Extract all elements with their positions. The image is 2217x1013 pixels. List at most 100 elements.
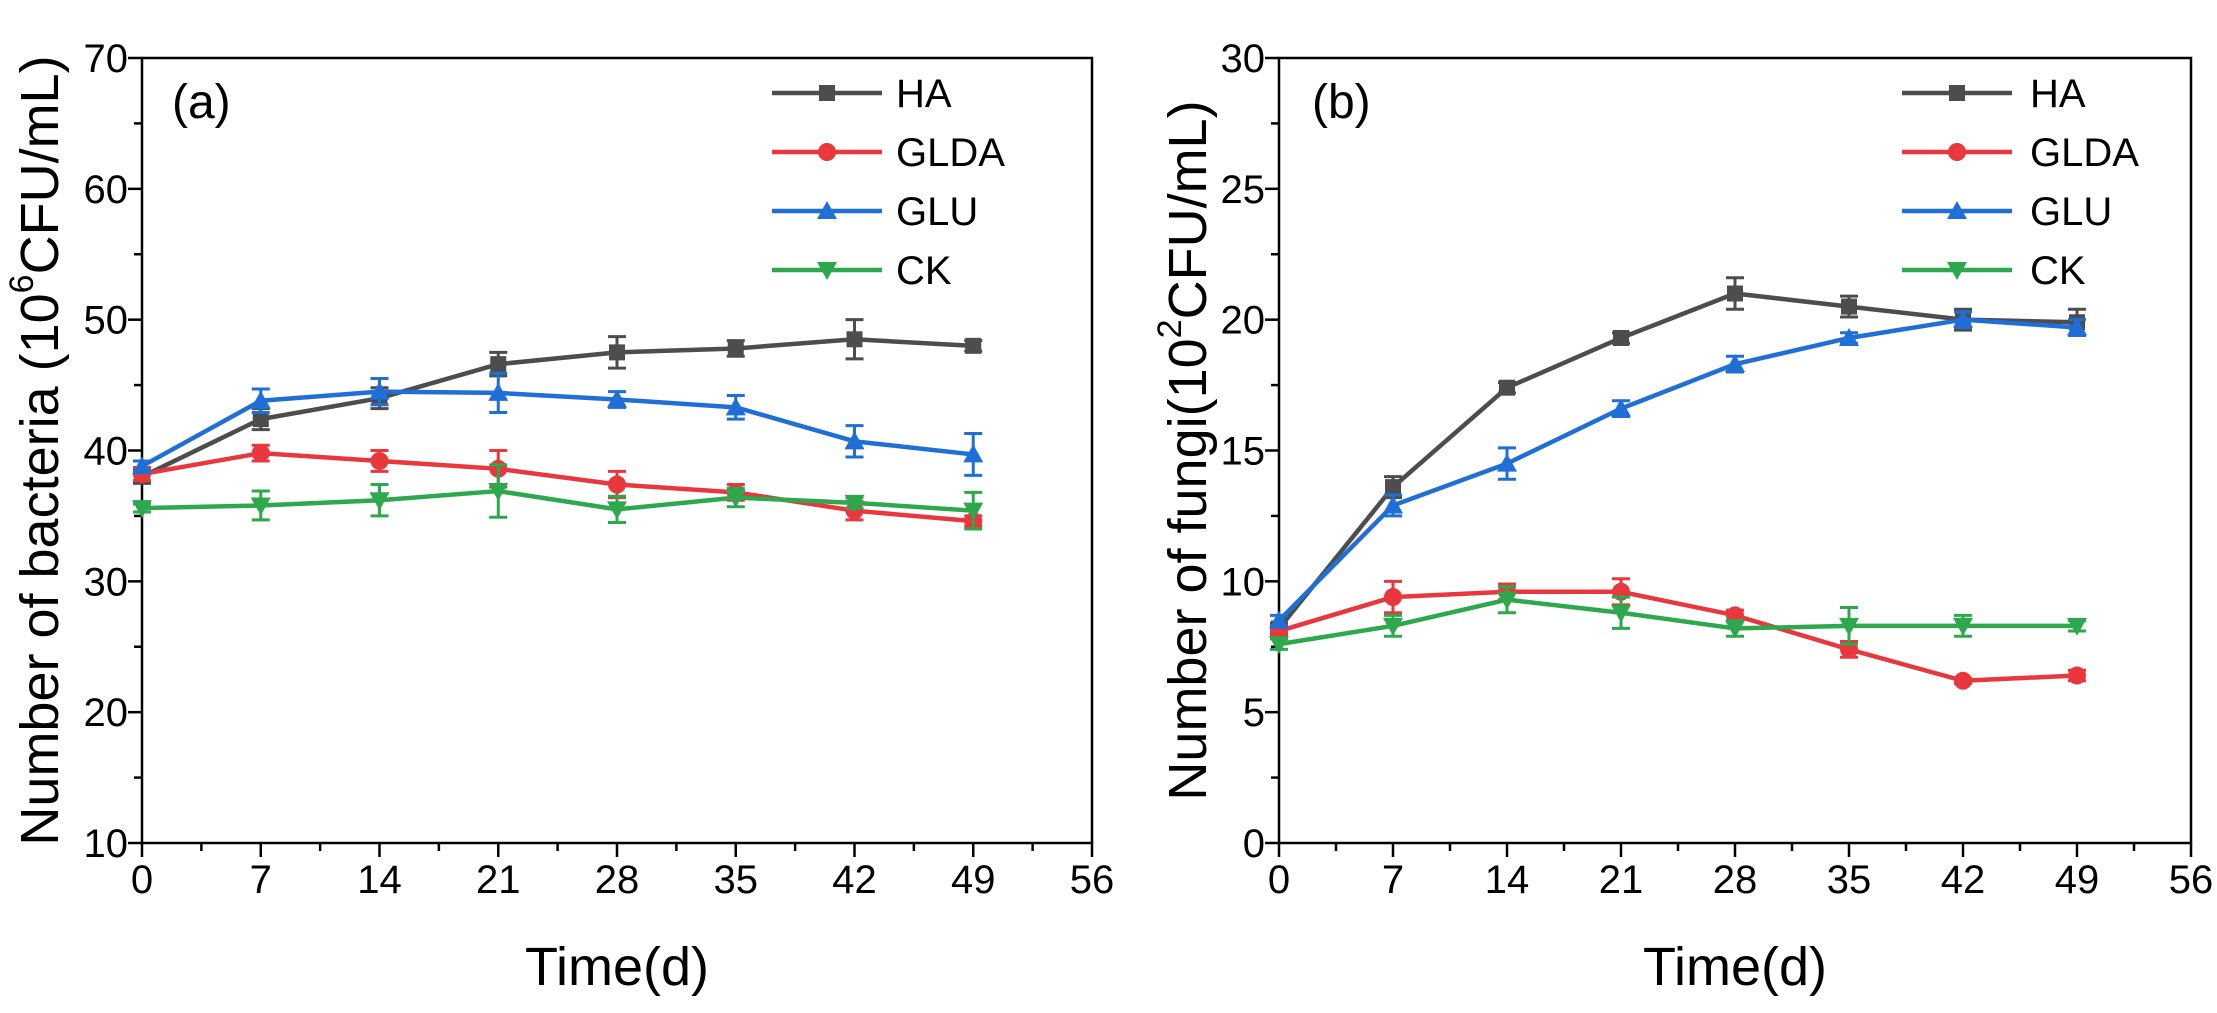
- legend-label: HA: [2030, 72, 2086, 116]
- data-point: [1269, 610, 1289, 629]
- y-axis-title-part: Number of bacteria (10: [10, 293, 70, 845]
- y-tick-label: 20: [1221, 299, 1266, 343]
- data-point: [963, 502, 984, 521]
- y-tick-label: 40: [84, 430, 129, 474]
- data-point: [1953, 309, 1973, 328]
- data-point: [607, 501, 627, 520]
- legend-marker: [1948, 143, 1966, 161]
- series-line: [1278, 597, 2077, 647]
- data-point: [488, 382, 509, 401]
- data-point: [132, 500, 152, 519]
- x-tick-label: 49: [951, 858, 996, 902]
- data-point: [1383, 617, 1403, 636]
- x-tick-label: 0: [131, 858, 153, 902]
- x-tick-label: 0: [1268, 858, 1290, 902]
- x-tick-label: 35: [714, 858, 759, 902]
- x-tick-label: 35: [1827, 858, 1872, 902]
- legend-marker: [1949, 85, 1965, 101]
- data-point: [1727, 285, 1743, 302]
- y-axis-title: Number of bacteria (106CFU/mL): [3, 55, 70, 845]
- data-point: [1497, 591, 1517, 610]
- data-point: [844, 494, 865, 513]
- data-point: [609, 344, 625, 361]
- y-tick-label: 0: [1243, 822, 1265, 866]
- y-tick-label: 25: [1221, 168, 1266, 212]
- panel-label: (a): [172, 76, 231, 129]
- data-point: [250, 497, 271, 516]
- y-tick-label: 15: [1221, 430, 1266, 474]
- data-point: [1839, 617, 1859, 636]
- data-point: [488, 483, 509, 502]
- legend-label: GLDA: [896, 131, 1005, 175]
- panel-b: 0 7 14 21 28 35 42 49 56 0 5 10 15 20 25 30 Time(d) Numbe…: [1151, 37, 2213, 997]
- data-point: [1383, 495, 1403, 514]
- data-point: [250, 390, 271, 409]
- data-point: [1725, 620, 1745, 639]
- x-tick-label: 56: [2169, 858, 2214, 902]
- x-tick-label: 21: [476, 858, 521, 902]
- data-point: [252, 411, 269, 428]
- data-point: [1384, 588, 1402, 607]
- series-line: [1278, 589, 2078, 684]
- y-tick-label: 50: [84, 299, 129, 343]
- y-tick-label: 30: [1221, 37, 1266, 81]
- x-tick-label: 21: [1599, 858, 1644, 902]
- x-tick-label: 49: [2055, 858, 2100, 902]
- data-point: [251, 444, 270, 463]
- legend-label: CK: [2030, 249, 2086, 293]
- data-point: [2068, 666, 2086, 685]
- legend-label: GLDA: [2030, 131, 2139, 175]
- data-point: [2067, 317, 2087, 336]
- legend-marker: [1947, 262, 1967, 280]
- y-axis-title-part: Number of fungi(10: [1158, 338, 1218, 800]
- legend-item-glu: GLU: [772, 190, 978, 234]
- series-line: [141, 337, 974, 479]
- data-point: [1613, 329, 1629, 346]
- data-point: [490, 356, 507, 373]
- y-axis-title-superscript: 6: [3, 274, 41, 293]
- data-point: [844, 431, 865, 450]
- x-tick-label: 56: [1070, 858, 1115, 902]
- series-glu: [132, 371, 984, 477]
- data-point: [846, 331, 863, 348]
- data-point: [1611, 604, 1631, 623]
- data-point: [1841, 298, 1857, 315]
- data-point: [1725, 354, 1745, 373]
- data-point: [369, 381, 390, 400]
- x-axis-title: Time(d): [1643, 937, 1827, 997]
- data-point: [1269, 636, 1289, 655]
- x-tick-label: 28: [1713, 858, 1758, 902]
- y-tick-label: 10: [1221, 560, 1266, 604]
- legend-item-ha: HA: [772, 72, 952, 116]
- legend-label: GLU: [2030, 190, 2112, 234]
- data-point: [725, 397, 746, 416]
- y-axis-title-superscript: 2: [1151, 319, 1189, 338]
- y-tick-label: 5: [1243, 691, 1265, 735]
- legend-item-ha: HA: [1902, 72, 2086, 116]
- x-tick-label: 14: [357, 858, 402, 902]
- data-point: [369, 492, 390, 511]
- y-axis-title: Number of fungi(102CFU/mL): [1151, 100, 1218, 800]
- data-point: [2067, 617, 2087, 636]
- plot-frame: [1277, 56, 2193, 845]
- series-line: [141, 488, 974, 513]
- data-point: [1839, 327, 1859, 346]
- data-point: [963, 444, 984, 463]
- x-tick-label: 42: [832, 858, 877, 902]
- legend-item-ck: CK: [1902, 249, 2086, 293]
- x-tick-label: 7: [250, 858, 272, 902]
- legend-marker: [819, 85, 835, 101]
- legend-label: GLU: [896, 190, 978, 234]
- y-axis-title-part: CFU/mL): [10, 55, 70, 274]
- data-point: [725, 489, 746, 508]
- x-tick-label: 28: [595, 858, 640, 902]
- y-tick-label: 70: [84, 37, 129, 81]
- data-point: [607, 389, 627, 408]
- series-line: [141, 450, 974, 524]
- series-ck: [132, 463, 984, 531]
- legend-label: HA: [896, 72, 952, 116]
- legend-marker: [1947, 201, 1967, 219]
- y-tick-label: 10: [84, 822, 129, 866]
